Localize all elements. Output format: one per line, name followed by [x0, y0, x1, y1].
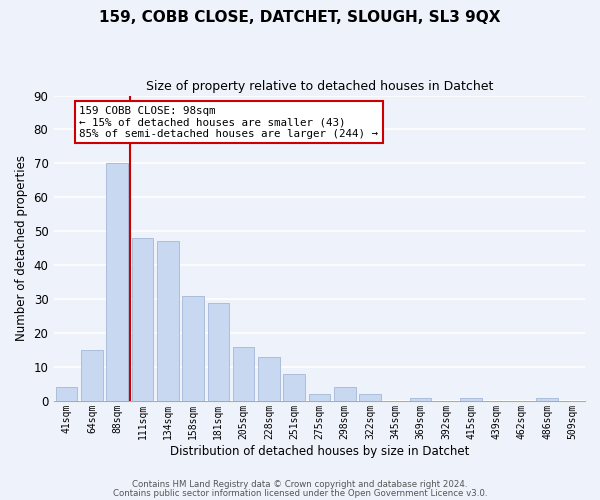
Bar [359, 394, 381, 401]
Bar [258, 357, 280, 401]
Text: 159, COBB CLOSE, DATCHET, SLOUGH, SL3 9QX: 159, COBB CLOSE, DATCHET, SLOUGH, SL3 9Q… [99, 10, 501, 25]
Bar [106, 164, 128, 401]
Bar [410, 398, 431, 401]
Bar [334, 388, 356, 401]
Bar [132, 238, 153, 401]
Bar [233, 346, 254, 401]
Bar [460, 398, 482, 401]
Bar [157, 242, 179, 401]
Bar [56, 388, 77, 401]
Y-axis label: Number of detached properties: Number of detached properties [15, 155, 28, 341]
Bar [309, 394, 330, 401]
Bar [182, 296, 204, 401]
Text: Contains HM Land Registry data © Crown copyright and database right 2024.: Contains HM Land Registry data © Crown c… [132, 480, 468, 489]
Bar [283, 374, 305, 401]
Text: 159 COBB CLOSE: 98sqm
← 15% of detached houses are smaller (43)
85% of semi-deta: 159 COBB CLOSE: 98sqm ← 15% of detached … [79, 106, 378, 139]
Title: Size of property relative to detached houses in Datchet: Size of property relative to detached ho… [146, 80, 493, 93]
Bar [81, 350, 103, 401]
Text: Contains public sector information licensed under the Open Government Licence v3: Contains public sector information licen… [113, 490, 487, 498]
Bar [208, 302, 229, 401]
X-axis label: Distribution of detached houses by size in Datchet: Distribution of detached houses by size … [170, 444, 469, 458]
Bar [536, 398, 558, 401]
